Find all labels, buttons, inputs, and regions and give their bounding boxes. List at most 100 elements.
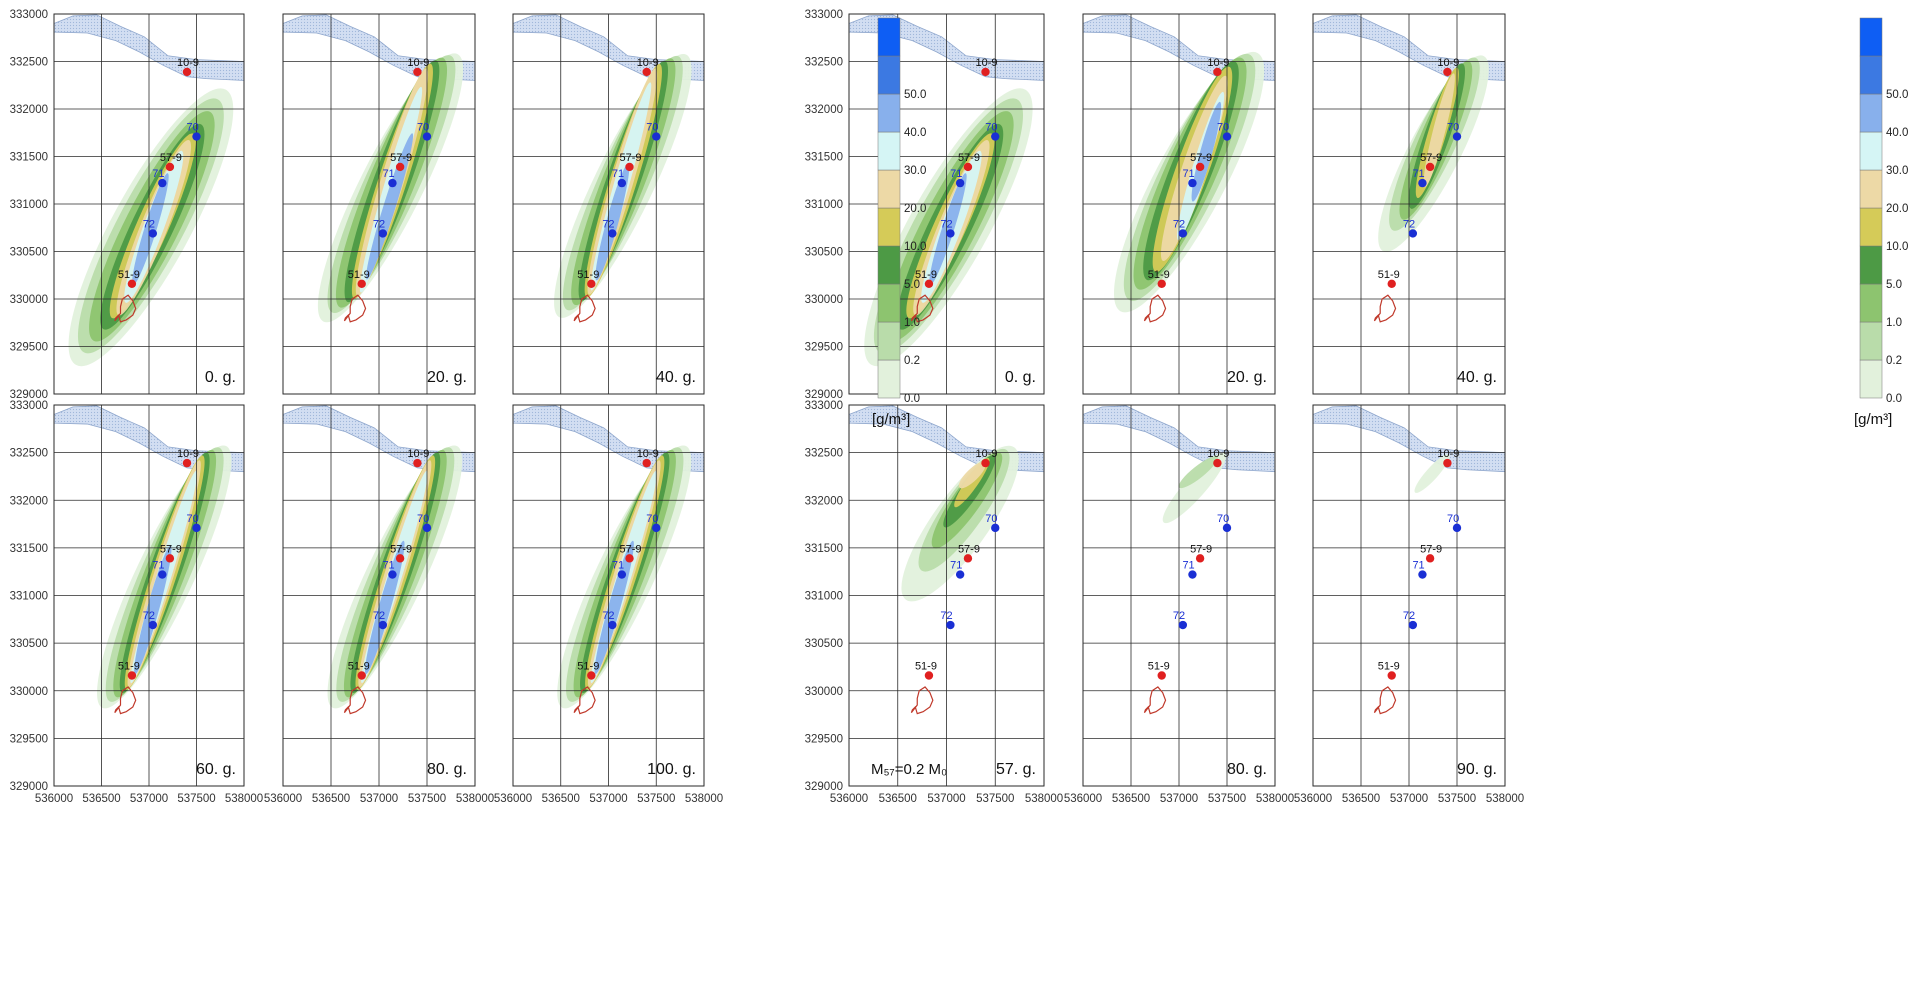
well-label: 57-9 (1420, 543, 1442, 555)
well-label: 71 (1412, 560, 1424, 572)
x-tick-label: 537000 (360, 793, 398, 805)
colorbar-swatch (877, 131, 901, 171)
well-marker (127, 279, 137, 288)
colorbar-swatch (877, 283, 901, 323)
well-label: 71 (152, 168, 164, 180)
colorbar-swatch (877, 245, 901, 285)
concentration-band (1162, 452, 1227, 524)
y-tick-label: 331500 (10, 543, 48, 555)
concentration-band (1178, 456, 1218, 489)
colorbar-swatch (1859, 55, 1883, 95)
panel-frame (1082, 13, 1276, 395)
well-label: 57-9 (620, 152, 642, 164)
well-label: 72 (940, 218, 952, 230)
well-marker (1425, 162, 1435, 172)
colorbar-tick-label: 50.0 (904, 89, 926, 101)
panel-time-label: 100. g. (647, 761, 696, 778)
well-label: 10-9 (637, 57, 659, 69)
well-label: 71 (612, 168, 624, 180)
well-label: 70 (187, 122, 199, 134)
well-marker (182, 67, 192, 77)
x-tick-label: 537000 (130, 793, 168, 805)
well-marker (1222, 132, 1232, 141)
well-label: 72 (940, 610, 952, 622)
y-tick-label: 332000 (10, 495, 48, 507)
y-tick-label: 333000 (805, 400, 843, 412)
well-label: 72 (1173, 218, 1185, 230)
x-tick-label: 538000 (1025, 793, 1063, 805)
y-tick-label: 332500 (10, 57, 48, 69)
well-label: 51-9 (1148, 269, 1170, 281)
pond-outline (910, 294, 934, 323)
y-tick-label: 330000 (10, 686, 48, 698)
colorbar-tick-label: 30.0 (1886, 165, 1908, 177)
panel-frame (53, 404, 245, 787)
colorbar-swatch (877, 55, 901, 95)
pond-outline (1373, 294, 1397, 323)
well-label: 70 (985, 122, 997, 134)
well-marker (617, 570, 627, 579)
well-marker (1195, 554, 1205, 563)
well-label: 10-9 (177, 448, 199, 460)
colorbars-layer: 0.00.21.05.010.020.030.040.050.0[g/m³]0.… (872, 17, 1908, 428)
well-label: 57-9 (1420, 152, 1442, 164)
colorbar-tick-label: 1.0 (904, 317, 920, 329)
well-marker (1452, 132, 1462, 141)
well-marker (1443, 67, 1452, 77)
well-marker (158, 570, 167, 579)
y-tick-label: 330500 (805, 638, 843, 650)
y-tick-label: 331500 (10, 152, 48, 164)
well-marker (1387, 279, 1396, 288)
colorbar-tick-label: 30.0 (904, 165, 926, 177)
y-tick-label: 332500 (805, 448, 843, 460)
colorbar-tick-label: 50.0 (1886, 89, 1908, 101)
well-label: 70 (417, 513, 429, 525)
well-marker (924, 671, 934, 680)
well-marker (608, 229, 617, 238)
well-label: 70 (1217, 513, 1229, 525)
well-label: 72 (1173, 610, 1185, 622)
well-marker (148, 620, 157, 630)
y-tick-label: 329000 (10, 389, 48, 401)
y-tick-label: 329500 (10, 342, 48, 354)
colorbar-swatch (1859, 131, 1883, 171)
map-panel: 10-9 70 57-9 71 72 51-9 20. g. (282, 13, 476, 395)
well-marker (587, 671, 596, 680)
map-panel: 10-9 70 57-9 71 72 51-9 80. g. (282, 404, 476, 787)
panel-time-label: 80. g. (427, 761, 467, 778)
panel-time-label: 40. g. (1457, 369, 1497, 386)
well-marker (1443, 458, 1452, 468)
well-label: 72 (602, 610, 614, 622)
well-marker (924, 279, 934, 288)
colorbar-swatch (877, 169, 901, 209)
concentration-band (132, 173, 169, 286)
colorbar-tick-label: 40.0 (1886, 127, 1908, 139)
well-marker (946, 229, 955, 238)
y-tick-label: 333000 (805, 9, 843, 21)
well-label: 51-9 (577, 269, 599, 281)
well-label: 51-9 (915, 269, 937, 281)
well-label: 57-9 (160, 152, 182, 164)
x-tick-label: 537000 (1160, 793, 1198, 805)
well-marker (652, 523, 661, 533)
panel-time-label: 80. g. (1227, 761, 1267, 778)
panel-frame (1312, 13, 1506, 395)
well-marker (182, 458, 192, 468)
well-label: 57-9 (390, 543, 412, 555)
y-tick-label: 333000 (10, 9, 48, 21)
y-tick-label: 332000 (10, 104, 48, 116)
colorbar-tick-label: 20.0 (1886, 203, 1908, 215)
axes-layer: 329000 329500 330000 330500 331000 331500 3320… (10, 9, 1525, 805)
colorbar-swatch (1859, 245, 1883, 285)
well-label: 70 (985, 513, 997, 525)
colorbar-tick-label: 10.0 (1886, 241, 1908, 253)
well-label: 71 (152, 560, 164, 572)
well-marker (1425, 554, 1435, 563)
colorbar-tick-label: 5.0 (904, 279, 920, 291)
well-label: 57-9 (958, 543, 980, 555)
map-panel: 10-9 70 57-9 71 72 51-9 0. g. (53, 13, 245, 395)
pond-outline (1143, 686, 1167, 715)
well-label: 10-9 (177, 57, 199, 69)
well-marker (642, 458, 651, 468)
